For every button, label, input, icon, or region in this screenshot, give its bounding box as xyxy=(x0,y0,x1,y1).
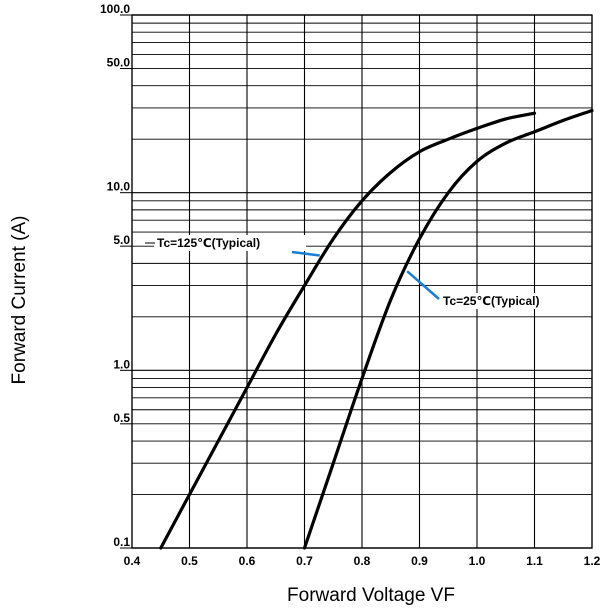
x-tick-label: 1.1 xyxy=(526,554,543,568)
series-line-tc125 xyxy=(159,111,537,550)
annotation-background xyxy=(440,293,580,309)
y-tick-label: 50.0 xyxy=(107,55,131,69)
y-tick-label: 10.0 xyxy=(107,180,131,194)
y-tick-label: 1.0 xyxy=(113,357,130,371)
y-tick-label: 100.0 xyxy=(100,2,130,16)
x-tick-label: 1.0 xyxy=(469,554,486,568)
y-tick-labels: 100.0 50.0 10.0 5.0 1.0 0.5 0.1 xyxy=(100,2,132,549)
plot-frame xyxy=(131,14,593,549)
x-tick-label: 1.2 xyxy=(584,554,601,568)
annotation-label-tc125: Tc=125℃(Typical) xyxy=(157,236,260,250)
x-tick-labels: 0.4 0.5 0.6 0.7 0.8 0.9 1.0 1.1 1.2 xyxy=(124,554,601,568)
y-tick-label: 0.1 xyxy=(113,535,130,549)
annotation-label-tc25: Tc=25℃(Typical) xyxy=(443,294,539,308)
series-line-tc25 xyxy=(302,108,594,550)
annotation-leader-tc125 xyxy=(291,250,320,257)
x-tick-label: 0.4 xyxy=(124,554,141,568)
plot-border xyxy=(131,14,593,549)
annotation-leader-tc25 xyxy=(406,270,440,300)
y-axis-label: Forward Current (A) xyxy=(9,216,30,385)
x-tick-label: 0.9 xyxy=(411,554,428,568)
series-lines xyxy=(159,108,594,550)
annotations: Tc=125℃(Typical) Tc=25℃(Typical) xyxy=(145,235,580,309)
x-tick-label: 0.7 xyxy=(296,554,313,568)
x-axis-label: Forward Voltage VF xyxy=(287,585,455,606)
x-tick-label: 0.5 xyxy=(181,554,198,568)
x-tick-label: 0.6 xyxy=(239,554,256,568)
grid xyxy=(131,14,593,549)
y-tick-label: 0.5 xyxy=(113,411,130,425)
x-tick-label: 0.8 xyxy=(354,554,371,568)
y-tick-label: 5.0 xyxy=(113,233,130,247)
annotation-background xyxy=(154,235,306,251)
